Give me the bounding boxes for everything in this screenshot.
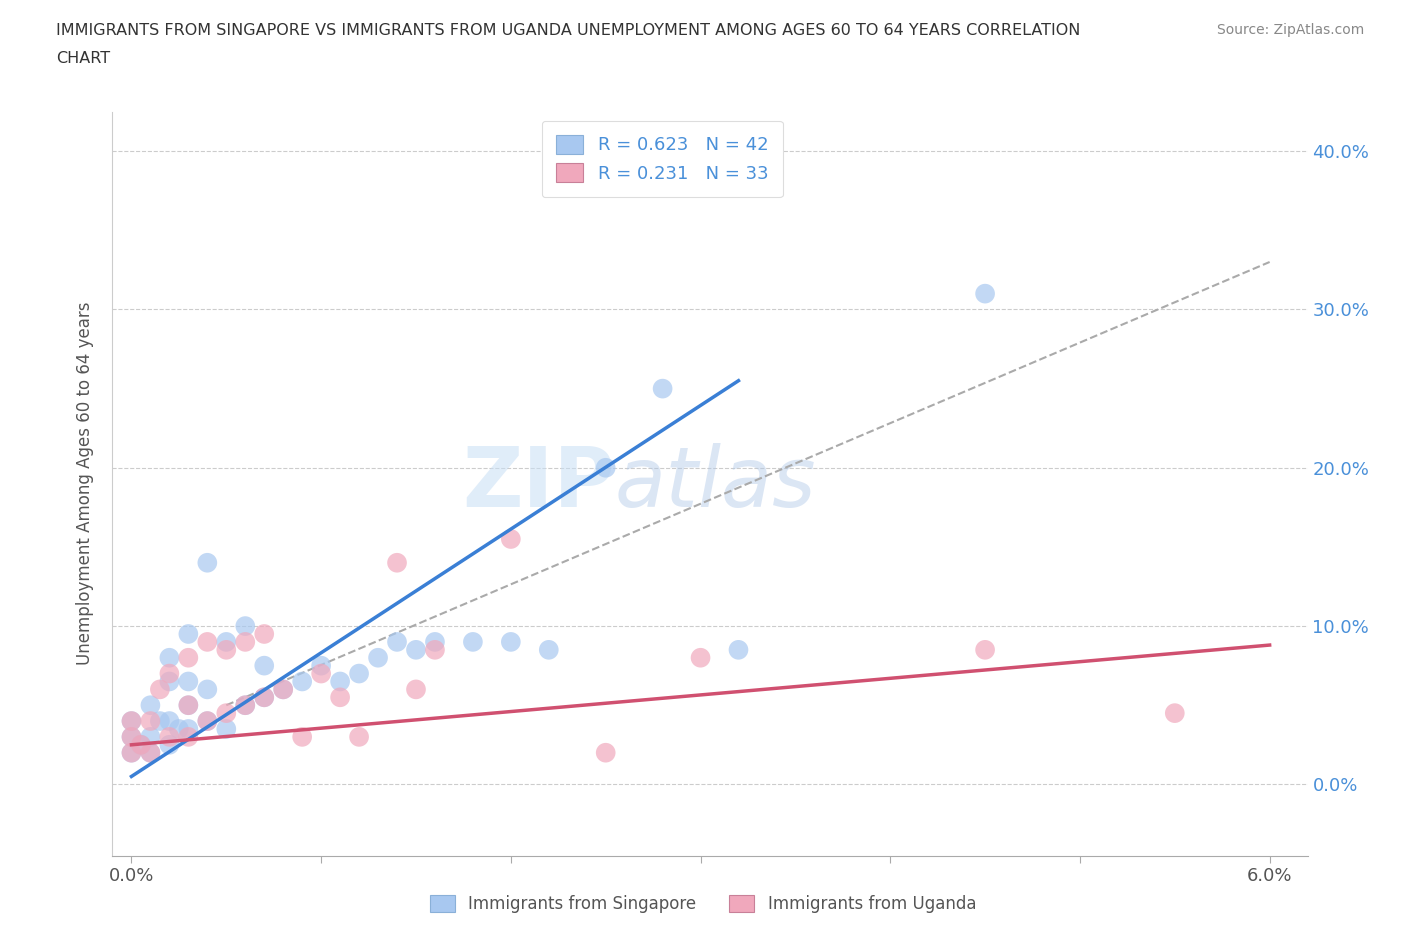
Point [177, 729, 200, 744]
Point [139, 698, 162, 712]
Point [139, 745, 162, 760]
Point [461, 634, 484, 649]
Point [120, 713, 142, 728]
Point [157, 729, 180, 744]
Point [233, 698, 256, 712]
Point [595, 460, 617, 475]
Point [167, 722, 190, 737]
Point [253, 658, 276, 673]
Point [974, 286, 997, 301]
Point [195, 555, 218, 570]
Point [215, 706, 238, 721]
Point [329, 674, 352, 689]
Point [139, 713, 162, 728]
Point [347, 729, 370, 744]
Point [215, 722, 238, 737]
Point [329, 690, 352, 705]
Text: CHART: CHART [56, 51, 110, 66]
Point [253, 627, 276, 642]
Point [195, 682, 218, 697]
Point [157, 666, 180, 681]
Point [423, 643, 446, 658]
Legend: R = 0.623   N = 42, R = 0.231   N = 33: R = 0.623 N = 42, R = 0.231 N = 33 [541, 121, 783, 197]
Point [651, 381, 673, 396]
Point [129, 737, 152, 752]
Point [233, 618, 256, 633]
Point [195, 713, 218, 728]
Point [291, 729, 314, 744]
Point [120, 729, 142, 744]
Point [149, 682, 172, 697]
Point [215, 634, 238, 649]
Point [177, 674, 200, 689]
Point [157, 650, 180, 665]
Point [974, 643, 997, 658]
Point [595, 745, 617, 760]
Point [271, 682, 294, 697]
Point [215, 643, 238, 658]
Point [120, 745, 142, 760]
Point [309, 666, 332, 681]
Point [253, 690, 276, 705]
Point [177, 722, 200, 737]
Point [195, 634, 218, 649]
Point [157, 737, 180, 752]
Point [233, 634, 256, 649]
Point [177, 698, 200, 712]
Point [177, 698, 200, 712]
Point [157, 674, 180, 689]
Point [367, 650, 389, 665]
Point [385, 634, 408, 649]
Point [537, 643, 560, 658]
Point [1164, 706, 1187, 721]
Point [499, 532, 522, 547]
Point [120, 713, 142, 728]
Point [195, 713, 218, 728]
Text: ZIP: ZIP [463, 443, 614, 525]
Y-axis label: Unemployment Among Ages 60 to 64 years: Unemployment Among Ages 60 to 64 years [76, 302, 94, 665]
Point [423, 634, 446, 649]
Point [385, 555, 408, 570]
Text: Source: ZipAtlas.com: Source: ZipAtlas.com [1216, 23, 1364, 37]
Legend: Immigrants from Singapore, Immigrants from Uganda: Immigrants from Singapore, Immigrants fr… [422, 887, 984, 922]
Point [291, 674, 314, 689]
Point [157, 713, 180, 728]
Point [177, 650, 200, 665]
Point [233, 698, 256, 712]
Point [120, 745, 142, 760]
Point [309, 658, 332, 673]
Point [139, 729, 162, 744]
Text: atlas: atlas [614, 443, 815, 525]
Text: IMMIGRANTS FROM SINGAPORE VS IMMIGRANTS FROM UGANDA UNEMPLOYMENT AMONG AGES 60 T: IMMIGRANTS FROM SINGAPORE VS IMMIGRANTS … [56, 23, 1081, 38]
Point [499, 634, 522, 649]
Point [347, 666, 370, 681]
Point [405, 682, 427, 697]
Point [149, 713, 172, 728]
Point [120, 729, 142, 744]
Point [727, 643, 749, 658]
Point [139, 745, 162, 760]
Point [129, 737, 152, 752]
Point [177, 627, 200, 642]
Point [405, 643, 427, 658]
Point [689, 650, 711, 665]
Point [253, 690, 276, 705]
Point [271, 682, 294, 697]
